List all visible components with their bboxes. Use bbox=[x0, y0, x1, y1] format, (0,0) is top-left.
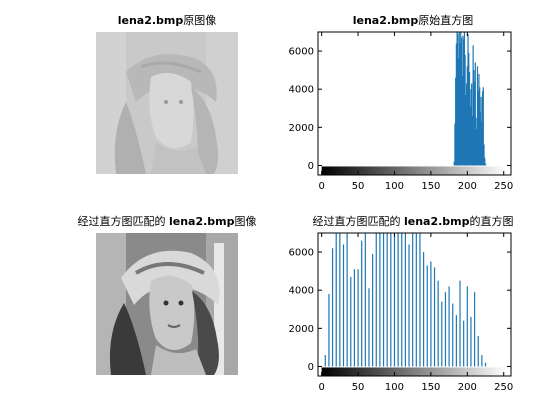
y-tick-label: 0 bbox=[308, 362, 314, 373]
y-tick-label: 4000 bbox=[289, 286, 314, 297]
x-tick-label: 100 bbox=[385, 382, 404, 393]
x-tick-label: 250 bbox=[494, 181, 513, 192]
plot-frame bbox=[317, 232, 512, 377]
original-lena-image bbox=[96, 32, 238, 174]
x-tick-label: 150 bbox=[421, 382, 440, 393]
x-tick-label: 0 bbox=[318, 382, 324, 393]
x-tick-label: 200 bbox=[458, 382, 477, 393]
plot-frame bbox=[317, 31, 512, 176]
x-tick-label: 50 bbox=[352, 382, 365, 393]
x-tick-label: 200 bbox=[458, 181, 477, 192]
x-tick-label: 250 bbox=[494, 382, 513, 393]
x-tick-label: 50 bbox=[352, 181, 365, 192]
x-tick-label: 100 bbox=[385, 181, 404, 192]
x-tick-label: 150 bbox=[421, 181, 440, 192]
original-histogram-title: lena2.bmp原始直方图 bbox=[352, 14, 474, 27]
original-image-title: lena2.bmp原图像 bbox=[117, 14, 217, 27]
x-tick-label: 0 bbox=[318, 181, 324, 192]
matched-histogram-title: 经过直方图匹配的 lena2.bmp的直方图 bbox=[312, 215, 514, 228]
grayscale-colorbar bbox=[321, 367, 508, 376]
y-tick-label: 4000 bbox=[289, 85, 314, 96]
matched-image-title: 经过直方图匹配的 lena2.bmp图像 bbox=[77, 215, 257, 228]
y-tick-label: 2000 bbox=[289, 324, 314, 335]
y-tick-label: 0 bbox=[308, 161, 314, 172]
y-tick-label: 6000 bbox=[289, 248, 314, 259]
matched-lena-image bbox=[96, 233, 238, 375]
y-tick-label: 6000 bbox=[289, 47, 314, 58]
y-tick-label: 2000 bbox=[289, 123, 314, 134]
grayscale-colorbar bbox=[321, 166, 508, 175]
